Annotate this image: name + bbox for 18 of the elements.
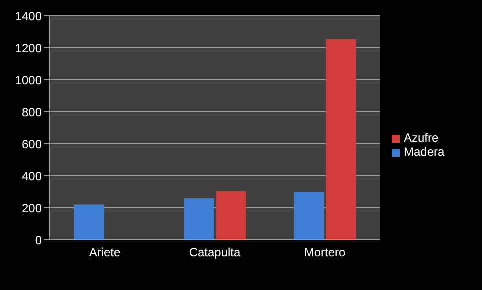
y-tick-label: 800 [22, 105, 42, 120]
y-tick-label: 200 [22, 201, 42, 216]
bar [216, 191, 246, 240]
x-tick-label: Mortero [304, 246, 346, 260]
y-tick-label: 0 [35, 233, 42, 248]
bar [326, 39, 356, 240]
bar [74, 204, 104, 240]
x-tick-label: Catapulta [189, 246, 242, 260]
legend-label: Madera [404, 145, 445, 159]
bar [294, 192, 324, 240]
y-tick-label: 1400 [15, 9, 42, 24]
x-tick-label: Ariete [89, 246, 121, 260]
bar [184, 198, 214, 240]
legend-label: Azufre [404, 131, 439, 145]
y-tick-label: 400 [22, 169, 42, 184]
y-tick-label: 1000 [15, 73, 42, 88]
y-tick-label: 1200 [15, 41, 42, 56]
y-tick-label: 600 [22, 137, 42, 152]
